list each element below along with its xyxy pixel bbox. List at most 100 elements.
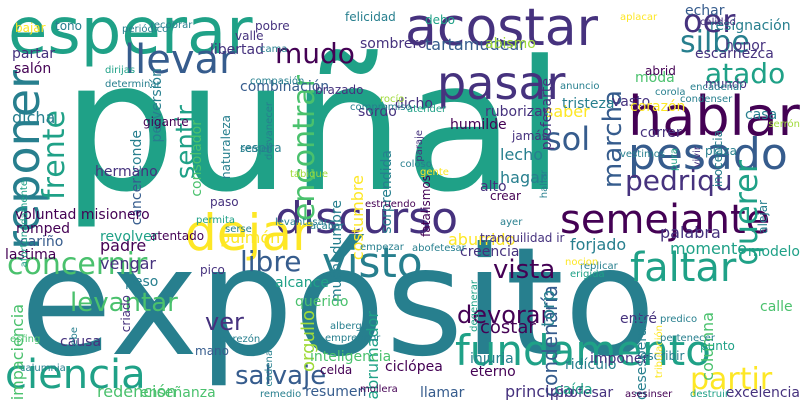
word: sol xyxy=(545,120,591,158)
word: consolador xyxy=(189,120,205,197)
word: desvanecer xyxy=(264,102,275,161)
word: alejar xyxy=(756,200,770,234)
word: atender xyxy=(407,104,447,115)
word: dicha xyxy=(12,108,56,127)
word: bajar xyxy=(15,21,46,35)
word: forjado xyxy=(570,235,627,254)
word: mano xyxy=(195,344,229,358)
word: imponer xyxy=(590,351,649,367)
word: gigante xyxy=(143,115,189,129)
word: cadena xyxy=(264,350,275,387)
word: debo xyxy=(425,13,455,27)
word: principio xyxy=(505,382,574,400)
word: mudo xyxy=(275,37,355,70)
word: revolver xyxy=(100,229,158,245)
word: devorar xyxy=(457,301,551,329)
word: vasto xyxy=(612,94,651,110)
word: empezar xyxy=(360,242,404,253)
word: padre xyxy=(100,236,147,255)
word: pedriqu xyxy=(625,164,733,197)
word: esperar xyxy=(8,0,253,69)
word: eterno xyxy=(470,364,516,380)
word: expósito xyxy=(20,216,656,390)
word: predico xyxy=(660,314,698,325)
word: romped xyxy=(16,221,71,237)
word: abrid xyxy=(645,64,676,78)
word: acostar xyxy=(405,0,598,58)
word: palabra xyxy=(660,223,721,242)
word: mundo xyxy=(705,77,747,91)
word: discurso xyxy=(275,193,459,244)
word: ridículo xyxy=(565,357,617,373)
word: esfing xyxy=(10,334,41,345)
word: sombrero xyxy=(360,36,427,52)
word: gente xyxy=(420,167,449,178)
word: creencia xyxy=(460,244,520,260)
word: tabique xyxy=(290,169,329,180)
word: profesar xyxy=(555,385,614,400)
word: nocion xyxy=(565,257,599,268)
word: afortunadamente xyxy=(19,180,30,268)
word: tartamudear xyxy=(425,35,526,54)
word: perezón xyxy=(220,334,261,345)
word: concernir xyxy=(7,247,148,282)
word: vengar xyxy=(100,254,156,273)
word: recobrar xyxy=(150,20,193,31)
word: injuria xyxy=(470,351,514,367)
word: inteligencia xyxy=(310,349,392,365)
word: llevar xyxy=(124,37,236,83)
word: albergar xyxy=(330,321,372,332)
word: condenser xyxy=(680,94,733,105)
word: pulmón xyxy=(220,228,281,247)
word: moda xyxy=(635,70,675,86)
word: piaza xyxy=(705,144,737,158)
word: atentado xyxy=(150,229,205,243)
word: ver xyxy=(205,308,244,336)
word: naturaleza xyxy=(219,115,233,179)
word: resignación xyxy=(710,18,791,34)
word: fundamento xyxy=(455,326,711,375)
word: atado xyxy=(705,57,786,90)
word: sordo xyxy=(358,104,397,120)
word: visto xyxy=(322,238,423,287)
word: humilde xyxy=(450,117,507,133)
word: hermano xyxy=(95,164,158,180)
word: puñal xyxy=(62,23,565,232)
word: casa xyxy=(745,107,778,123)
word: saber xyxy=(545,102,590,121)
word: calumnia xyxy=(20,363,66,374)
word: plebe xyxy=(69,327,80,355)
word: correr xyxy=(640,125,682,141)
word: celda xyxy=(320,363,353,377)
word: modelo xyxy=(747,244,800,260)
word: paso xyxy=(210,195,239,209)
word: destruir xyxy=(690,389,729,400)
word: causa xyxy=(60,334,102,350)
word: encadenar xyxy=(690,82,744,93)
word: dejar xyxy=(185,204,313,262)
word: jamás xyxy=(512,129,548,143)
word: silbe xyxy=(680,25,750,60)
word: tristeza xyxy=(562,96,615,112)
word: coloso xyxy=(400,159,432,170)
word: determinar xyxy=(105,79,161,90)
word: periódico xyxy=(122,24,169,35)
word: respira xyxy=(240,141,282,155)
word: hagar xyxy=(500,168,547,187)
word: compasión xyxy=(250,76,305,87)
word: pasar xyxy=(437,56,566,110)
word: excelencia xyxy=(725,385,800,400)
word: levantasar xyxy=(275,217,328,228)
word: cariño xyxy=(20,234,64,250)
word: hallar xyxy=(539,170,550,199)
word: lastima xyxy=(5,247,57,263)
word: escarnezca xyxy=(695,46,774,62)
word: ruborizar xyxy=(485,104,549,120)
word: ayer xyxy=(500,217,523,228)
word: mollera xyxy=(360,384,398,395)
word: combinación xyxy=(240,79,330,95)
word: impaciencia xyxy=(8,303,27,400)
word: crear xyxy=(490,189,521,203)
word: compromiso xyxy=(350,102,412,113)
